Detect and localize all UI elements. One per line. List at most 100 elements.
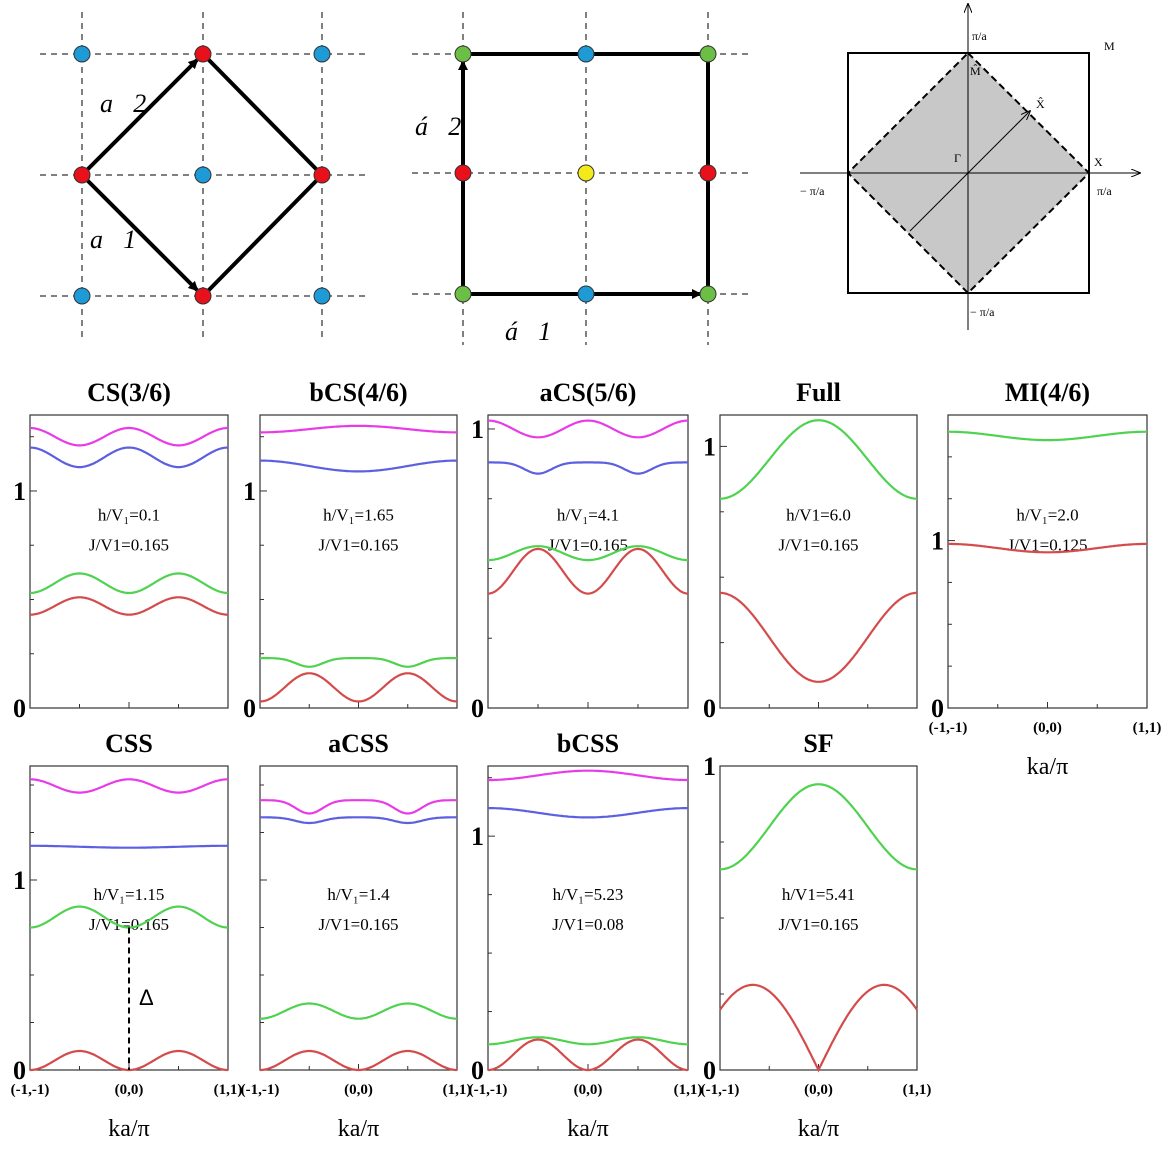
x-tick-label: (0,0) — [115, 1082, 144, 1098]
parameter-annotation: J/V1=0.165 — [319, 535, 399, 554]
panel-title: Full — [796, 378, 841, 407]
y-tick-label: 1 — [703, 752, 716, 781]
y-tick-label: 1 — [703, 432, 716, 461]
band-magenta — [30, 778, 228, 794]
x-tick-label: (1,1) — [674, 1082, 703, 1098]
label-X-hat: X̂ — [1036, 97, 1045, 111]
parameter-annotation: h/V1=6.0 — [786, 505, 851, 524]
x-tick-label: (1,1) — [443, 1082, 472, 1098]
parameter-annotation: h/V₁=0.1 — [98, 505, 160, 524]
label-pi-a-top: π/a — [972, 29, 987, 43]
lattice-site-blue — [577, 45, 595, 63]
band-panel: 0 1 aCS(5/6) h/V₁=4.1 J/V1=0.165 — [471, 378, 689, 723]
y-tick-label: 0 — [931, 694, 944, 723]
label-M-hat: M̂ — [970, 64, 981, 78]
parameter-annotation: h/V1=5.41 — [782, 885, 855, 904]
lattice-site-red — [194, 45, 212, 63]
parameter-annotation: J/V1=0.165 — [779, 535, 859, 554]
band-blue — [488, 461, 688, 475]
gap-label: Δ — [139, 985, 154, 1010]
band-panel: 0 1 bCSS h/V₁=5.23 J/V1=0.08 (-1,-1) (0,0) (1,1… — [469, 729, 703, 1142]
band-green — [720, 419, 917, 500]
x-axis-label: ka/π — [1027, 754, 1068, 780]
x-axis-label: ka/π — [338, 1116, 379, 1142]
band-green — [488, 1036, 688, 1046]
label-M: M — [1104, 39, 1115, 53]
x-tick-label: (-1,-1) — [929, 720, 968, 736]
band-panels: 0 1 CS(3/6) h/V₁=0.1 J/V1=0.165 0 1 bCS(4/6) h/V… — [11, 378, 1162, 1142]
panel-title: MI(4/6) — [1005, 378, 1090, 407]
lattice-site-red — [313, 166, 331, 184]
lattice-site-red — [699, 164, 717, 182]
band-magenta — [260, 799, 457, 815]
x-tick-label: (0,0) — [804, 1082, 833, 1098]
y-tick-label: 1 — [931, 527, 944, 556]
parameter-annotation: J/V1=0.165 — [779, 915, 859, 934]
x-axis-label: ka/π — [567, 1116, 608, 1142]
y-tick-label: 0 — [703, 694, 716, 723]
y-tick-label: 1 — [13, 477, 26, 506]
band-blue — [260, 459, 457, 473]
lattice-site-green — [454, 285, 472, 303]
band-red — [948, 542, 1147, 554]
x-tick-label: (0,0) — [574, 1082, 603, 1098]
y-tick-label: 0 — [471, 1056, 484, 1085]
band-blue — [30, 844, 228, 849]
plot-frame — [259, 414, 458, 709]
band-panel: 0 1 SF h/V1=5.41 J/V1=0.165 (-1,-1) (0,0) (1,1)… — [701, 729, 932, 1142]
y-tick-label: 0 — [243, 694, 256, 723]
band-magenta — [488, 769, 688, 782]
panel-title: aCS(5/6) — [540, 378, 637, 407]
panel-title: bCS(4/6) — [309, 378, 407, 407]
band-red — [719, 983, 918, 1073]
band-green — [260, 656, 457, 668]
lattice-site-blue — [313, 287, 331, 305]
label-minus-pi-a-left: − π/a — [800, 184, 825, 198]
panel-title: CS(3/6) — [87, 378, 171, 407]
lattice-site-green — [699, 45, 717, 63]
parameter-annotation: J/V1=0.165 — [319, 915, 399, 934]
lattice-site-green — [699, 285, 717, 303]
label-X: X — [1094, 155, 1103, 169]
y-tick-label: 1 — [13, 866, 26, 895]
y-tick-label: 1 — [471, 415, 484, 444]
y-tick-label: 0 — [471, 694, 484, 723]
band-red — [29, 596, 229, 616]
parameter-annotation: h/V₁=1.65 — [323, 505, 394, 524]
band-green — [719, 783, 918, 871]
parameter-annotation: J/V1=0.165 — [89, 535, 169, 554]
x-tick-label: (-1,-1) — [701, 1082, 740, 1098]
y-tick-label: 0 — [13, 694, 26, 723]
lattice-site-yellow — [577, 164, 595, 182]
parameter-annotation: h/V₁=4.1 — [557, 505, 619, 524]
band-panel: aCSS h/V₁=1.4 J/V1=0.165 (-1,-1) (0,0) (1,1) k… — [241, 729, 472, 1142]
band-green — [29, 572, 229, 595]
panel-title: aCSS — [328, 729, 389, 758]
y-tick-label: 0 — [13, 1056, 26, 1085]
x-tick-label: (1,1) — [214, 1082, 243, 1098]
band-panel: 0 1 Full h/V1=6.0 J/V1=0.165 — [703, 378, 918, 723]
lattice-site-red — [194, 287, 212, 305]
lattice-left: a⃗2 a⃗1 — [40, 12, 370, 340]
parameter-annotation: J/V1=0.125 — [1008, 535, 1088, 554]
parameter-annotation: J/V1=0.08 — [552, 915, 623, 934]
x-axis-label: ka/π — [108, 1116, 149, 1142]
band-red — [487, 547, 689, 595]
panel-title: CSS — [105, 729, 153, 758]
lattice-site-red — [454, 164, 472, 182]
x-tick-label: (1,1) — [1133, 720, 1162, 736]
panel-title: SF — [803, 729, 833, 758]
lattice-site-red — [73, 166, 91, 184]
y-tick-label: 0 — [703, 1056, 716, 1085]
x-tick-label: (1,1) — [903, 1082, 932, 1098]
band-blue — [260, 816, 457, 825]
x-tick-label: (-1,-1) — [11, 1082, 50, 1098]
lattice-site-blue — [194, 166, 212, 184]
lattice-site-green — [454, 45, 472, 63]
lattice-site-blue — [73, 287, 91, 305]
band-red — [260, 1049, 457, 1072]
parameter-annotation: h/V₁=1.4 — [327, 885, 390, 904]
panel-title: bCSS — [557, 729, 619, 758]
